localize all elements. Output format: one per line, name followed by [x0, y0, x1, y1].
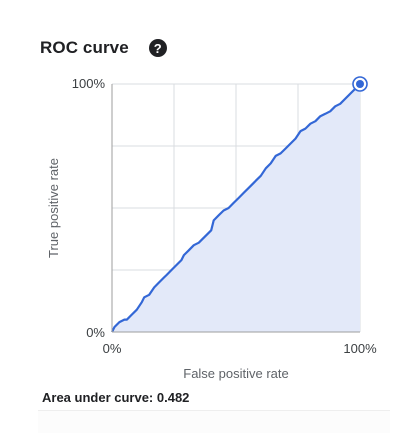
x-tick-label-min: 0%	[103, 341, 122, 356]
chart-ticks: 100% 0%0% 100%	[72, 76, 377, 356]
chart-header: ROC curve ?	[40, 36, 167, 60]
auc-label: Area under curve: 0.482	[42, 390, 190, 405]
x-axis-label: False positive rate	[183, 366, 289, 381]
x-tick-label-max: 100%	[343, 341, 377, 356]
chart-title: ROC curve	[40, 38, 129, 57]
roc-curve-line	[111, 83, 361, 333]
y-axis-label: True positive rate	[46, 158, 61, 258]
threshold-point-dot[interactable]	[356, 80, 364, 88]
help-icon[interactable]: ?	[148, 39, 167, 57]
roc-area-fill	[112, 84, 360, 332]
y-tick-label-min: 0%	[86, 325, 105, 340]
chart-axes	[111, 84, 360, 333]
footer-strip	[38, 410, 390, 433]
roc-chart: 100% 0%0% 100% False positive rate True po…	[46, 76, 377, 381]
y-tick-label-max: 100%	[72, 76, 106, 91]
